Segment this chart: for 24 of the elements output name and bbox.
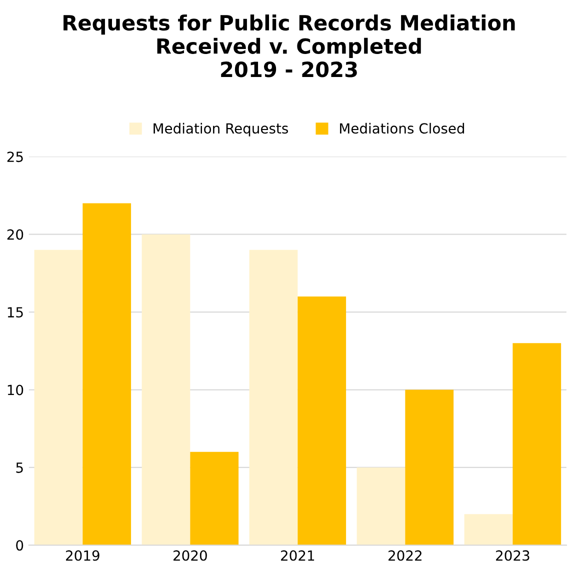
y-tick-label: 5 <box>16 462 23 473</box>
bar <box>298 296 346 546</box>
bar <box>142 234 190 546</box>
y-tick-label: 10 <box>8 384 24 396</box>
y-tick-label: 15 <box>8 307 23 318</box>
bar <box>512 343 562 546</box>
bar <box>249 250 298 546</box>
bar <box>34 250 83 546</box>
x-tick-label: 2021 <box>281 550 314 561</box>
chart-title: Requests for Public Records Mediation Received v. Completed 2019 - 2023 <box>64 14 515 78</box>
bar <box>405 390 454 546</box>
y-tick-label: 0 <box>16 540 24 551</box>
x-tick-label: 2019 <box>66 550 100 561</box>
bar <box>356 467 406 546</box>
bar <box>190 452 239 546</box>
legend-label: Mediation Requests <box>154 122 288 136</box>
bar <box>82 203 132 546</box>
x-tick-label: 2022 <box>388 550 422 561</box>
x-tick-label: 2023 <box>496 550 530 561</box>
x-tick-label: 2020 <box>174 550 207 561</box>
y-tick-label: 20 <box>7 229 24 240</box>
bar <box>464 514 513 546</box>
y-tick-label: 25 <box>7 152 23 162</box>
legend-label: Mediations Closed <box>340 122 464 134</box>
